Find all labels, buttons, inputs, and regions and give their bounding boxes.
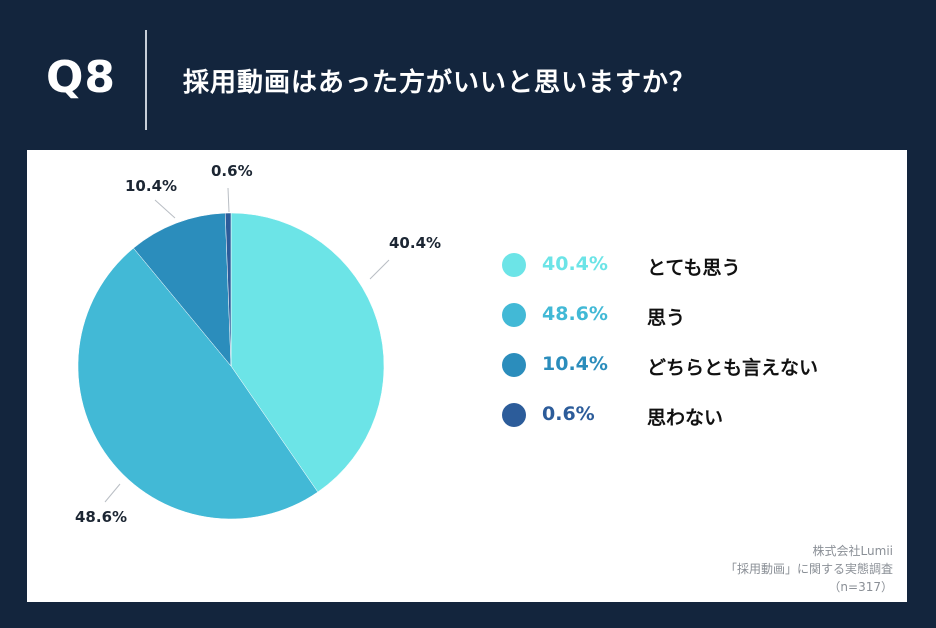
chart-card: 40.4% 48.6% 10.4% 0.6% 40.4% とても思う 48.6%… [27, 150, 907, 602]
header: Q8 採用動画はあった方がいいと思いますか？ [0, 0, 936, 150]
question-title: 採用動画はあった方がいいと思いますか？ [183, 68, 697, 98]
legend-value: 48.6% [542, 303, 608, 325]
legend-item-omou: 48.6% 思う [502, 300, 862, 330]
slice-dochira [133, 212, 232, 367]
leader-line [104, 483, 121, 503]
legend-label: とても思う [647, 257, 741, 279]
source-company: 株式会社Lumii [812, 544, 893, 558]
legend-dot [502, 353, 526, 377]
leader-line [154, 199, 176, 219]
legend-label: どちらとも言えない [647, 357, 819, 379]
source-survey: 「採用動画」に関する実態調査 [724, 562, 893, 576]
leader-line [369, 259, 390, 280]
slice-omou [77, 247, 319, 520]
legend-dot [502, 253, 526, 277]
legend-value: 40.4% [542, 253, 608, 275]
slice-label-omowanai: 0.6% [211, 162, 253, 180]
legend-value: 10.4% [542, 353, 608, 375]
legend-dot [502, 303, 526, 327]
leader-line [227, 187, 230, 213]
slice-totemo [230, 212, 385, 493]
header-divider [145, 30, 147, 130]
slice-label-totemo: 40.4% [389, 234, 442, 252]
legend-item-totemo: 40.4% とても思う [502, 250, 862, 280]
slice-label-omou: 48.6% [75, 508, 128, 526]
slice-label-dochira: 10.4% [125, 177, 178, 195]
source-note: 株式会社Lumii 「採用動画」に関する実態調査 （n=317） [725, 542, 893, 596]
legend-label: 思う [647, 307, 686, 329]
question-number: Q8 [46, 52, 117, 103]
legend-dot [502, 403, 526, 427]
source-sample-size: （n=317） [828, 580, 893, 594]
legend-value: 0.6% [542, 403, 595, 425]
legend-label: 思わない [647, 407, 724, 429]
slice-omowanai [224, 212, 232, 367]
pie-chart [77, 187, 390, 520]
legend-item-omowanai: 0.6% 思わない [502, 400, 862, 430]
legend-item-dochira: 10.4% どちらとも言えない [502, 350, 862, 380]
